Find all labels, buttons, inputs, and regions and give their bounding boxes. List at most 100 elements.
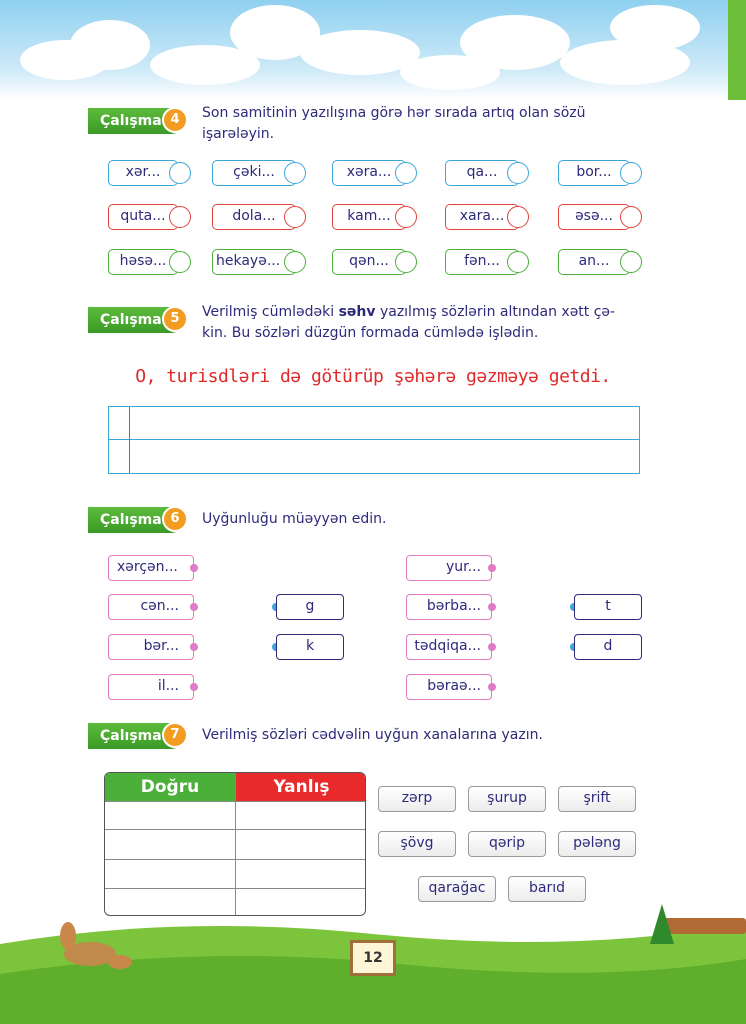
word-box: qən...: [332, 249, 406, 275]
word-tag[interactable]: qərip: [468, 831, 546, 857]
match-dot[interactable]: [190, 643, 198, 651]
answer-circle[interactable]: [169, 162, 191, 184]
exercise-number-badge: 7: [162, 722, 188, 748]
word-box: dola...: [212, 204, 296, 230]
answer-circle[interactable]: [169, 206, 191, 228]
answer-circle[interactable]: [284, 251, 306, 273]
match-word-left: il...: [108, 674, 194, 700]
letter-box: t: [574, 594, 642, 620]
column-header-wrong: Yanlış: [236, 773, 365, 801]
cloud: [150, 45, 260, 85]
word-tag[interactable]: qarağac: [418, 876, 496, 902]
writing-line: [109, 439, 639, 440]
word-box: hekayə...: [212, 249, 296, 275]
instruction-text: Verilmiş cümlədəki: [202, 304, 339, 320]
match-dot[interactable]: [190, 603, 198, 611]
match-word-right: bəraə...: [406, 674, 492, 700]
answer-circle[interactable]: [620, 162, 642, 184]
match-dot[interactable]: [488, 643, 496, 651]
word-box: xara...: [445, 204, 519, 230]
instruction-line: Son samitinin yazılışına görə hər sırada…: [202, 105, 586, 121]
answer-circle[interactable]: [395, 162, 417, 184]
word-box: əsə...: [558, 204, 630, 230]
answer-circle[interactable]: [620, 251, 642, 273]
answer-circle[interactable]: [507, 251, 529, 273]
word-box: həsə...: [108, 249, 178, 275]
table-row-line: [105, 859, 365, 860]
tree-stump: [64, 942, 116, 966]
word-tag[interactable]: pələng: [558, 831, 636, 857]
word-box: bor...: [558, 160, 630, 186]
answer-circle[interactable]: [284, 162, 306, 184]
rabbit-small: [108, 955, 132, 969]
table-row-line: [105, 829, 365, 830]
instruction-line: Verilmiş cümlədəki səhv yazılmış sözləri…: [202, 302, 615, 323]
cloud: [70, 20, 150, 70]
match-dot[interactable]: [488, 603, 496, 611]
exercise-label-text: Çalışma: [100, 512, 162, 528]
answer-circle[interactable]: [169, 251, 191, 273]
table-row-line: [105, 801, 365, 802]
word-box: fən...: [445, 249, 519, 275]
match-dot[interactable]: [488, 683, 496, 691]
sky-header: [0, 0, 746, 100]
rabbit: [60, 922, 76, 950]
writing-margin-line: [129, 407, 130, 473]
answer-circle[interactable]: [620, 206, 642, 228]
fence: [660, 918, 746, 934]
instruction-line: işarələyin.: [202, 126, 275, 142]
tree: [650, 904, 674, 944]
answer-circle[interactable]: [395, 206, 417, 228]
word-box: xər...: [108, 160, 178, 186]
word-tag[interactable]: barıd: [508, 876, 586, 902]
answer-table: Doğru Yanlış: [104, 772, 366, 916]
word-tag[interactable]: şurup: [468, 786, 546, 812]
exercise-5-instruction: Verilmiş cümlədəki səhv yazılmış sözləri…: [202, 302, 615, 344]
hill-front: [0, 956, 746, 1024]
table-divider: [235, 773, 236, 915]
exercise-6-label: Çalışma 6: [88, 506, 188, 533]
cloud: [300, 30, 420, 75]
exercise-number-badge: 6: [162, 506, 188, 532]
exercise-5-label: Çalışma 5: [88, 306, 188, 333]
word-tag[interactable]: şövg: [378, 831, 456, 857]
word-tag[interactable]: şrift: [558, 786, 636, 812]
word-box: çəki...: [212, 160, 296, 186]
exercise-number-badge: 5: [162, 306, 188, 332]
exercise-label-text: Çalışma: [100, 312, 162, 328]
match-dot[interactable]: [488, 564, 496, 572]
match-dot[interactable]: [190, 683, 198, 691]
match-word-left: bər...: [108, 634, 194, 660]
cloud: [460, 15, 570, 70]
exercise-7-instruction: Verilmiş sözləri cədvəlin uyğun xanaları…: [202, 727, 543, 743]
answer-circle[interactable]: [284, 206, 306, 228]
instruction-text: yazılmış sözlərin altından xətt çə-: [375, 304, 616, 320]
letter-box: g: [276, 594, 344, 620]
error-sentence: O, turisdləri də götürüp şəhərə gəzməyə …: [135, 366, 611, 387]
exercise-4-label: Çalışma 4: [88, 107, 188, 134]
answer-circle[interactable]: [507, 206, 529, 228]
instruction-line: kin. Bu sözləri düzgün formada cümlədə i…: [202, 325, 539, 341]
word-box: quta...: [108, 204, 178, 230]
letter-box: d: [574, 634, 642, 660]
answer-circle[interactable]: [507, 162, 529, 184]
page-number: 12: [350, 940, 396, 976]
writing-area[interactable]: [108, 406, 640, 474]
match-word-right: yur...: [406, 555, 492, 581]
exercise-number-badge: 4: [162, 107, 188, 133]
exercise-7-label: Çalışma 7: [88, 722, 188, 749]
exercise-4-instruction: Son samitinin yazılışına görə hər sırada…: [202, 103, 586, 145]
match-word-left: xərçən...: [108, 555, 194, 581]
cloud: [610, 5, 700, 50]
exercise-6-instruction: Uyğunluğu müəyyən edin.: [202, 511, 387, 527]
word-tag[interactable]: zərp: [378, 786, 456, 812]
match-dot[interactable]: [190, 564, 198, 572]
chapter-tab: [728, 0, 746, 100]
word-box: kam...: [332, 204, 406, 230]
exercise-label-text: Çalışma: [100, 728, 162, 744]
answer-circle[interactable]: [395, 251, 417, 273]
word-box: qa...: [445, 160, 519, 186]
exercise-label-text: Çalışma: [100, 113, 162, 129]
match-word-right: bərba...: [406, 594, 492, 620]
match-word-right: tədqiqa...: [406, 634, 492, 660]
